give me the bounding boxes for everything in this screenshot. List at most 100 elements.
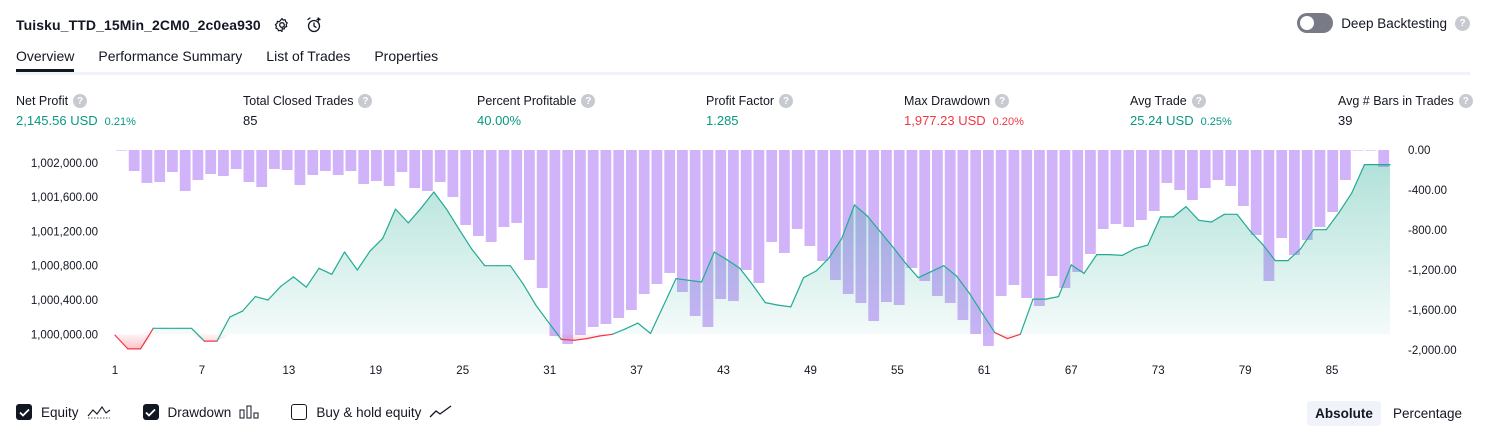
report-tabs: Overview Performance Summary List of Tra… — [16, 48, 438, 72]
drawdown-bar — [192, 150, 204, 180]
help-icon[interactable]: ? — [1191, 94, 1206, 108]
drawdown-bar — [154, 150, 166, 182]
chart-legend: Equity Drawdown Buy & hold equity — [16, 404, 485, 420]
equity-line-segment — [764, 302, 779, 306]
legend-label: Equity — [41, 404, 79, 420]
equity-line-segment — [713, 251, 728, 261]
drawdown-bar — [970, 150, 982, 334]
tab-overview[interactable]: Overview — [16, 48, 75, 72]
equity-line-segment — [917, 271, 932, 279]
legend-drawdown[interactable]: Drawdown — [142, 404, 260, 420]
tab-list-of-trades[interactable]: List of Trades — [266, 48, 351, 64]
equity-line-segment — [573, 338, 588, 341]
drawdown-bar — [1059, 150, 1071, 288]
drawdown-bar — [613, 150, 625, 318]
tab-properties[interactable]: Properties — [374, 48, 439, 64]
help-icon[interactable]: ? — [358, 94, 373, 108]
right-axis-tick-label: -2,000.00 — [1408, 345, 1457, 357]
metric-value: 25.24 USD — [1130, 113, 1194, 128]
legend-equity[interactable]: Equity — [16, 404, 111, 420]
x-axis-tick-label: 55 — [891, 365, 904, 377]
drawdown-bar — [447, 150, 459, 197]
help-icon[interactable]: ? — [1455, 15, 1470, 31]
drawdown-bar — [1238, 150, 1249, 206]
drawdown-bar — [230, 150, 242, 169]
equity-line-segment — [1134, 244, 1149, 250]
drawdown-bar — [702, 150, 714, 327]
equity-line-segment — [1287, 247, 1302, 262]
percentage-button[interactable]: Percentage — [1392, 406, 1462, 421]
x-axis-tick-label: 43 — [717, 365, 730, 377]
x-axis-tick-label: 37 — [630, 365, 643, 377]
equity-line-segment — [1236, 213, 1251, 232]
right-axis-tick-label: -800.00 — [1408, 225, 1447, 237]
equity-drawdown-chart: 1,002,000.00 1,001,600.00 1,001,200.00 1,00… — [31, 145, 1457, 377]
drawdown-bar — [626, 150, 637, 310]
right-axis-tick-label: -1,600.00 — [1408, 305, 1457, 317]
equity-line-segment — [318, 267, 333, 275]
equity-line-segment — [1198, 219, 1213, 223]
legend-label: Buy & hold equity — [316, 404, 422, 420]
metric-value: 39 — [1338, 113, 1353, 128]
drawdown-bar — [919, 150, 931, 281]
drawdown-bar — [294, 150, 306, 185]
right-axis-labels: 0.00 -400.00 -800.00 -1,200.00 -1,600.00 -2,0… — [1408, 145, 1457, 357]
equity-line-segment — [930, 265, 945, 273]
left-axis-tick-label: 1,000,800.00 — [31, 261, 98, 273]
metric-label: Profit Factor — [706, 94, 775, 108]
drawdown-bar — [1148, 150, 1160, 211]
drawdown-bar — [740, 150, 752, 270]
equity-line-segment — [675, 278, 690, 281]
help-icon[interactable]: ? — [779, 94, 794, 108]
drawdown-bar — [396, 150, 408, 172]
equity-line-segment — [611, 328, 626, 335]
deep-backtesting-toggle[interactable] — [1297, 13, 1334, 33]
help-icon[interactable]: ? — [581, 94, 596, 108]
equity-line-segment — [1210, 213, 1225, 223]
equity-line-segment — [598, 333, 613, 337]
drawdown-checkbox[interactable] — [142, 404, 159, 420]
drawdown-bar — [779, 150, 790, 253]
buy-hold-checkbox[interactable] — [291, 404, 308, 420]
equity-line-segment — [637, 322, 652, 334]
drawdown-bar — [1085, 150, 1096, 254]
equity-line-segment — [866, 215, 881, 233]
drawdown-bar — [1021, 150, 1033, 298]
metric-value: 1.285 — [706, 113, 739, 128]
drawdown-bar — [1097, 150, 1109, 229]
equity-line-segment — [1300, 229, 1315, 250]
help-icon[interactable]: ? — [1458, 94, 1473, 108]
x-axis-labels: 1 7 13 19 25 31 37 43 49 55 61 67 73 79 85 — [112, 365, 1339, 377]
tab-performance-summary[interactable]: Performance Summary — [98, 48, 243, 64]
buy-hold-line-icon — [429, 405, 453, 419]
drawdown-bar — [549, 150, 561, 336]
equity-line-segment — [292, 276, 307, 288]
equity-line-segment — [267, 285, 282, 301]
metric-avg-bars: Avg # Bars in Trades? 39 — [1338, 94, 1473, 128]
legend-buy-hold[interactable]: Buy & hold equity — [291, 404, 453, 420]
absolute-button[interactable]: Absolute — [1307, 401, 1381, 426]
view-mode-switch: Absolute Percentage — [1307, 401, 1470, 426]
equity-line-segment — [1325, 211, 1340, 231]
equity-line-segment — [586, 335, 601, 340]
equity-line-segment — [904, 262, 919, 279]
drawdown-bar — [791, 150, 803, 229]
equity-line-segment — [280, 276, 295, 287]
strategy-title: Tuisku_TTD_15Min_2CM0_2c0ea930 — [16, 17, 261, 33]
equity-line-segment — [841, 204, 856, 239]
equity-line-segment — [1057, 264, 1072, 298]
drawdown-bar — [536, 150, 548, 288]
drawdown-bar — [141, 150, 153, 183]
drawdown-bars-icon — [239, 405, 259, 419]
alarm-clock-plus-icon[interactable] — [303, 14, 325, 36]
help-icon[interactable]: ? — [73, 94, 88, 108]
x-axis-tick-label: 7 — [199, 365, 205, 377]
gear-icon[interactable] — [271, 14, 293, 36]
equity-line-segment — [547, 321, 562, 340]
equity-checkbox[interactable] — [16, 404, 32, 420]
help-icon[interactable]: ? — [995, 94, 1010, 108]
equity-line-segment — [407, 207, 422, 224]
metric-value: 40.00% — [477, 113, 522, 128]
equity-line-segment — [190, 327, 205, 342]
equity-area — [115, 164, 1390, 335]
